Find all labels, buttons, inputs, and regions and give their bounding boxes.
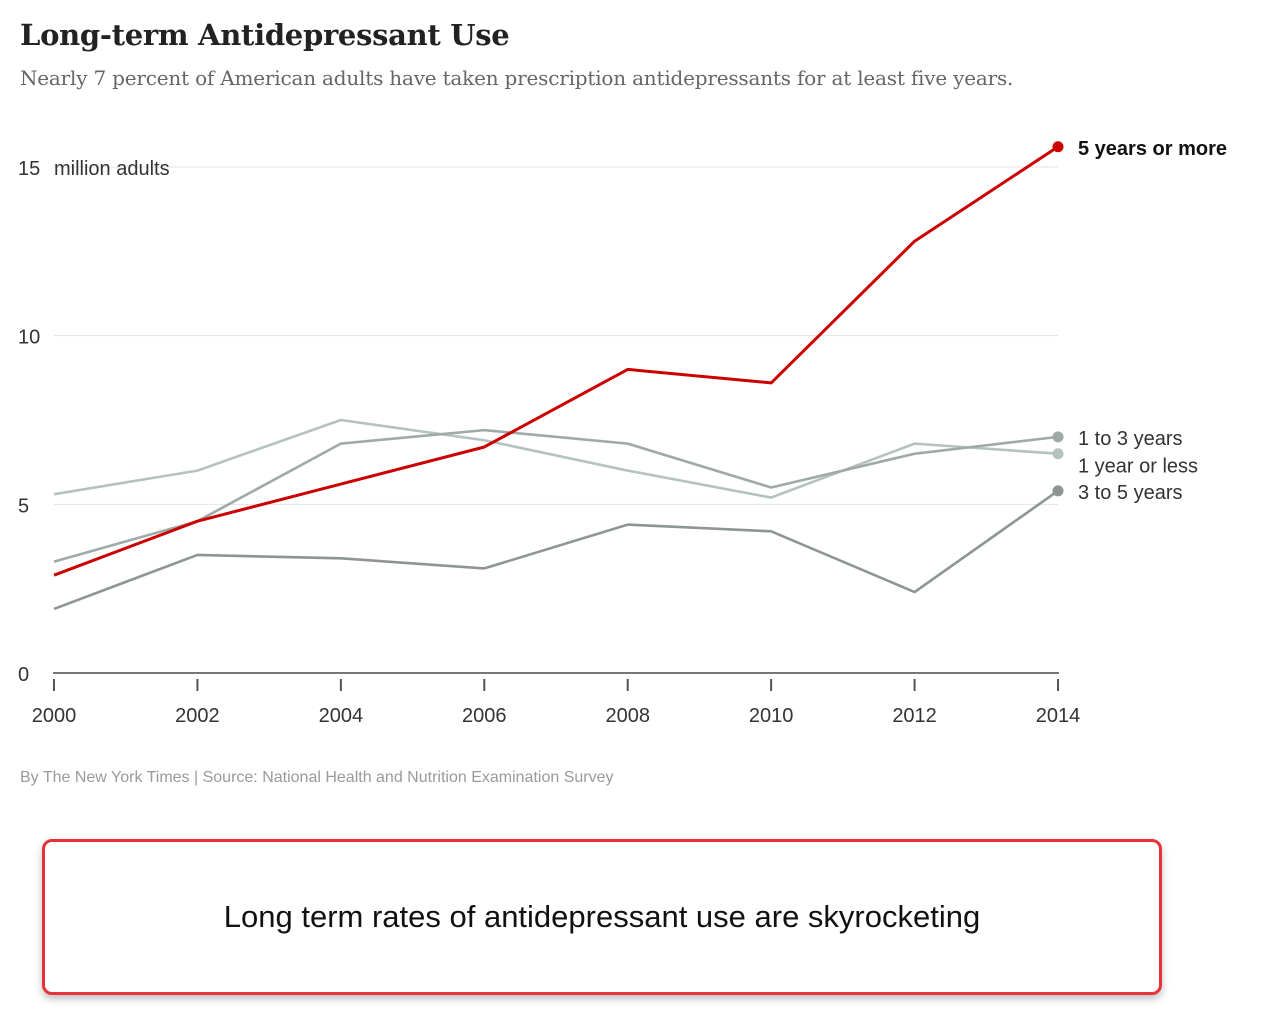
series-end-point-5-years-or-more bbox=[1052, 141, 1064, 153]
x-tick-label-2006: 2006 bbox=[462, 705, 507, 727]
series-label-3-to-5-years: 3 to 5 years bbox=[1078, 482, 1183, 504]
y-unit-label: million adults bbox=[54, 158, 170, 180]
x-tick-label-2000: 2000 bbox=[32, 705, 77, 727]
y-tick-label-10: 10 bbox=[18, 327, 40, 349]
chart-title: Long-term Antidepressant Use bbox=[20, 18, 510, 52]
callout-text: Long term rates of antidepressant use ar… bbox=[223, 899, 981, 934]
y-tick-label-15: 15 bbox=[18, 158, 40, 180]
series-end-point-1-to-3-years bbox=[1052, 431, 1064, 443]
series-label-1-year-or-less: 1 year or less bbox=[1078, 456, 1198, 478]
series-end-point-1-year-or-less bbox=[1052, 448, 1064, 460]
series-line-1-year-or-less bbox=[53, 418, 1059, 499]
line-chart: 0 5 10 15 million adults 2000 2002 2004 2006 2008… bbox=[18, 138, 1227, 727]
x-tick-label-2014: 2014 bbox=[1036, 705, 1081, 727]
series-end-point-3-to-5-years bbox=[1052, 485, 1064, 497]
x-tick-label-2008: 2008 bbox=[605, 705, 650, 727]
y-tick-label-5: 5 bbox=[18, 495, 29, 517]
x-tick-label-2002: 2002 bbox=[175, 705, 220, 727]
series-line-3-to-5-years bbox=[53, 489, 1059, 611]
series-line-1-to-3-years bbox=[53, 428, 1059, 563]
x-tick-label-2012: 2012 bbox=[892, 705, 937, 727]
source-credit: By The New York Times | Source: National… bbox=[20, 769, 614, 786]
chart-subtitle: Nearly 7 percent of American adults have… bbox=[20, 66, 1014, 90]
x-tick-label-2010: 2010 bbox=[749, 705, 794, 727]
series-label-1-to-3-years: 1 to 3 years bbox=[1078, 428, 1183, 450]
x-tick-label-2004: 2004 bbox=[319, 705, 364, 727]
series-line-5-years-or-more bbox=[53, 145, 1059, 577]
series-label-5-years-or-more: 5 years or more bbox=[1078, 138, 1227, 160]
callout-box: Long term rates of antidepressant use ar… bbox=[42, 839, 1162, 995]
y-tick-label-0: 0 bbox=[18, 664, 29, 686]
